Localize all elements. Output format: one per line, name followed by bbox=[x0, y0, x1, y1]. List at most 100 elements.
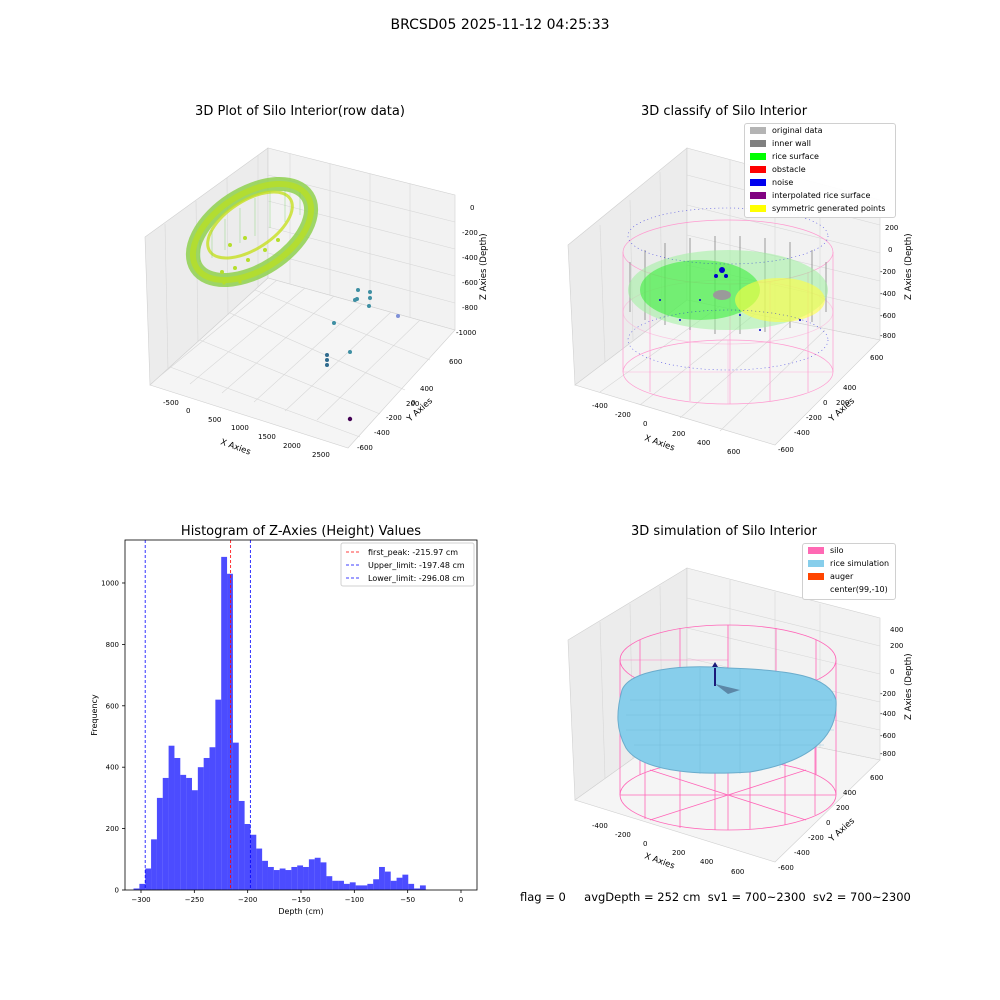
histogram-bar bbox=[291, 866, 298, 890]
histogram-bar bbox=[355, 885, 362, 890]
status-footer: flag = 0 avgDepth = 252 cm sv1 = 700~230… bbox=[520, 890, 911, 904]
simulation-legend-entry: auger bbox=[803, 570, 895, 583]
classify-legend-label: symmetric generated points bbox=[772, 204, 886, 213]
histogram-bar bbox=[267, 866, 274, 890]
classify-ztick: -800 bbox=[880, 332, 896, 340]
histogram-ylabel: Frequency bbox=[90, 694, 99, 736]
histogram-bar bbox=[320, 862, 327, 890]
histogram-bar bbox=[343, 883, 350, 890]
simulation-legend-entry: center(99,-10) bbox=[803, 583, 895, 596]
classify-legend-swatch bbox=[750, 127, 766, 134]
sim-ytick: 0 bbox=[826, 819, 830, 827]
figure-title: BRCSD05 2025-11-12 04:25:33 bbox=[390, 17, 610, 33]
classify-xtick: 200 bbox=[672, 430, 685, 438]
classify-symmetric-points bbox=[735, 278, 825, 322]
histogram-bar bbox=[250, 834, 257, 890]
raw-ytick: 600 bbox=[449, 358, 462, 366]
sim-ztick: 400 bbox=[890, 626, 903, 634]
sim-ztick: -200 bbox=[880, 690, 896, 698]
simulation-legend-label: center(99,-10) bbox=[830, 585, 888, 594]
sim-ztick: 0 bbox=[890, 668, 894, 676]
classify-ytick: 400 bbox=[843, 384, 856, 392]
classify-ytick: 0 bbox=[823, 399, 827, 407]
classify-legend-swatch bbox=[750, 205, 766, 212]
classify-ytick: -200 bbox=[806, 414, 822, 422]
classify-xtick: -200 bbox=[615, 411, 631, 419]
histogram-bar bbox=[303, 866, 309, 890]
raw-ztick: -1000 bbox=[456, 329, 476, 337]
histogram-bar bbox=[221, 556, 228, 890]
histogram-ytick-label: 400 bbox=[106, 764, 119, 772]
histogram-bar bbox=[168, 745, 175, 890]
histogram-bar bbox=[402, 874, 409, 890]
histogram-legend-label: Upper_limit: -197.48 cm bbox=[368, 561, 465, 570]
histogram-bar bbox=[262, 860, 268, 890]
histogram-ytick-label: 0 bbox=[115, 887, 119, 895]
histogram-bar bbox=[308, 859, 315, 890]
raw-xtick: 500 bbox=[208, 416, 221, 424]
histogram-bar bbox=[419, 885, 426, 890]
classify-legend-swatch bbox=[750, 166, 766, 173]
classify-xtick: -400 bbox=[592, 402, 608, 410]
sim-xtick: 600 bbox=[731, 868, 744, 876]
classify-ztick: 0 bbox=[888, 246, 892, 254]
histogram-bar bbox=[232, 742, 239, 890]
classify-ztick: 200 bbox=[885, 224, 898, 232]
flag-text: flag = 0 bbox=[520, 890, 566, 904]
simulation-auger bbox=[712, 662, 740, 694]
sim-xtick: 400 bbox=[700, 858, 713, 866]
histogram-bar bbox=[203, 757, 210, 890]
histogram-bar bbox=[361, 885, 368, 890]
classify-legend-entry: original data bbox=[745, 124, 895, 137]
raw-ztick: -200 bbox=[462, 229, 478, 237]
histogram-bar bbox=[414, 888, 420, 890]
histogram-xtick-label: −250 bbox=[185, 896, 204, 904]
histogram-legend-box bbox=[340, 542, 475, 587]
classify-legend-swatch bbox=[750, 153, 766, 160]
sv1-text: sv1 = 700~2300 bbox=[707, 890, 806, 904]
histogram-xtick-label: −300 bbox=[131, 896, 150, 904]
raw-xtick: 1000 bbox=[231, 424, 249, 432]
simulation-legend: silo rice simulation auger center(99,-10) bbox=[802, 543, 896, 600]
sim-ytick: 400 bbox=[843, 789, 856, 797]
histogram-bar bbox=[145, 868, 152, 890]
sim-ztick: 200 bbox=[890, 642, 903, 650]
histogram-xtick-label: −100 bbox=[345, 896, 364, 904]
sim-ytick: -200 bbox=[808, 834, 824, 842]
sim-ytick: 600 bbox=[870, 774, 883, 782]
simulation-legend-entry: rice simulation bbox=[803, 557, 895, 570]
histogram-bar bbox=[373, 879, 380, 890]
histogram-legend-label: Lower_limit: -296.08 cm bbox=[368, 574, 465, 583]
sim-ylabel: Y Axies bbox=[827, 816, 858, 845]
raw-xtick: 1500 bbox=[258, 433, 276, 441]
classify-legend-label: inner wall bbox=[772, 139, 812, 148]
sim-xtick: 200 bbox=[672, 849, 685, 857]
classify-xtick: 0 bbox=[643, 420, 647, 428]
histogram-bar bbox=[314, 857, 321, 890]
sim-xtick: -400 bbox=[592, 822, 608, 830]
raw-xtick: 2500 bbox=[312, 451, 330, 459]
classify-legend-label: interpolated rice surface bbox=[772, 191, 871, 200]
histogram-ytick-label: 1000 bbox=[101, 579, 119, 587]
histogram-bar bbox=[197, 767, 204, 890]
classify-legend-swatch bbox=[750, 140, 766, 147]
sim-ztick: -400 bbox=[880, 710, 896, 718]
classify-ytick: 200 bbox=[836, 399, 849, 407]
raw-ztick: -600 bbox=[462, 279, 478, 287]
histogram-bar bbox=[384, 871, 391, 890]
raw-ytick: -200 bbox=[386, 414, 402, 422]
avg-depth-text: avgDepth = 252 cm bbox=[584, 890, 701, 904]
histogram-bar bbox=[390, 880, 397, 890]
histogram-ytick-label: 800 bbox=[106, 641, 119, 649]
simulation-rice-surface bbox=[617, 666, 837, 774]
classify-legend-entry: rice surface bbox=[745, 150, 895, 163]
classify-legend-entry: noise bbox=[745, 176, 895, 189]
sim-ytick: 200 bbox=[836, 804, 849, 812]
classify-legend-entry: interpolated rice surface bbox=[745, 189, 895, 202]
simulation-legend-swatch bbox=[808, 586, 824, 593]
classify-legend-swatch bbox=[750, 192, 766, 199]
simulation-plot-title: 3D simulation of Silo Interior bbox=[631, 524, 817, 539]
sim-ztick: -800 bbox=[880, 750, 896, 758]
sv2-text: sv2 = 700~2300 bbox=[812, 890, 911, 904]
